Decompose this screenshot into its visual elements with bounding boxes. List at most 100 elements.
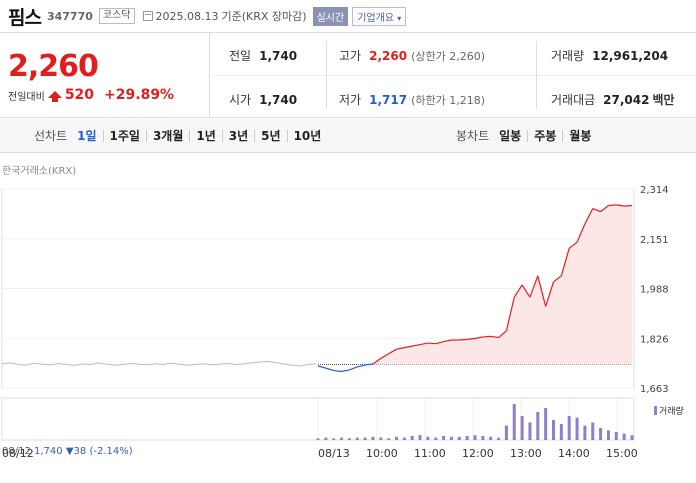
tab-period-3[interactable]: 1년 [196, 129, 216, 143]
volume-bar [520, 416, 524, 440]
volume-bar [434, 437, 438, 440]
today-line-segment [616, 204, 625, 207]
tab-period-6[interactable]: 10년 [293, 129, 322, 143]
volume-bar [324, 437, 328, 440]
prev-day-pct: (-2.14%) [89, 446, 133, 457]
volume-bar [528, 422, 532, 440]
prev-day-change: ▼38 [65, 446, 87, 457]
y-tick-label: 1,663 [640, 384, 669, 395]
volume-bar [442, 436, 446, 440]
volume-bar [575, 417, 579, 440]
tab-period-5[interactable]: 5년 [261, 129, 281, 143]
change-label: 전일대비 [8, 91, 45, 103]
today-line-segment [521, 284, 531, 298]
price-summary: 2,260 전일대비 520 +29.89% 전일 1,740 시가 1,740… [0, 32, 696, 118]
volume-bar [614, 432, 618, 440]
price-change: 전일대비 520 +29.89% [8, 87, 174, 103]
today-line-segment [372, 357, 382, 365]
tab-period-4[interactable]: 3년 [228, 129, 249, 143]
stats-divider [211, 75, 696, 76]
stat-value: 1,740 [259, 93, 298, 107]
volume-bar [355, 437, 359, 440]
stat-value: 27,042 [603, 93, 650, 107]
stat-value: 2,260 [369, 49, 408, 63]
today-line-segment [608, 204, 617, 207]
stock-code: 347770 [46, 9, 93, 23]
volume-bar [371, 436, 375, 440]
stat-amount: 거래대금 27,042 백만 [551, 91, 675, 107]
tab-separator [254, 129, 256, 142]
current-price: 2,260 [8, 49, 99, 84]
y-tick-label: 1,826 [640, 334, 669, 345]
stat-label: 전일 [229, 49, 252, 63]
x-tick-label: 14:00 [558, 447, 590, 460]
tab-separator [562, 129, 564, 142]
volume-bar [332, 438, 336, 440]
today-line-segment [529, 275, 539, 298]
stat-label: 저가 [339, 93, 362, 107]
volume-bar [481, 436, 485, 440]
chart-source: 한국거래소(KRX) [2, 166, 77, 177]
today-line-segment [396, 347, 405, 350]
y-tick-label: 2,151 [640, 235, 669, 246]
today-line-segment [357, 364, 366, 368]
volume-legend-label: 거래량 [659, 407, 684, 417]
company-info-dropdown[interactable]: 기업개요 ▾ [352, 6, 407, 26]
stat-label: 거래량 [551, 49, 585, 63]
chevron-down-icon: ▾ [397, 13, 402, 23]
candle-tabs: 봉차트 일봉 주봉 월봉 [456, 127, 591, 144]
today-line-segment [545, 281, 555, 307]
stat-unit: 백만 [652, 93, 675, 107]
stat-label: 시가 [229, 93, 252, 107]
volume-legend: 거래량 [654, 404, 684, 417]
volume-bar [340, 437, 344, 440]
tab-candle-2[interactable]: 월봉 [569, 129, 592, 143]
tab-candle-0[interactable]: 일봉 [499, 129, 522, 143]
today-line-segment [560, 248, 570, 276]
today-line-segment [341, 369, 350, 373]
stat-value: 12,961,204 [592, 49, 669, 63]
today-line-segment [600, 205, 609, 213]
today-line-segment [624, 204, 633, 207]
tab-separator [189, 129, 191, 142]
stats-divider [326, 41, 327, 109]
volume-bar [591, 422, 595, 440]
today-line-segment [459, 338, 468, 341]
y-tick-label: 2,314 [640, 185, 669, 196]
tab-period-1[interactable]: 1주일 [109, 129, 140, 143]
volume-bar [504, 425, 508, 440]
stat-prev-close: 전일 1,740 [229, 47, 297, 63]
price-stats: 전일 1,740 시가 1,740 고가 2,260 (상한가 2,260) 저… [211, 33, 696, 117]
gain-area [318, 204, 632, 365]
volume-bar [316, 438, 320, 440]
today-line-segment [435, 340, 444, 345]
tab-period-0[interactable]: 1일 [77, 129, 97, 143]
today-line-segment [365, 363, 374, 366]
tab-candle-1[interactable]: 주봉 [534, 129, 557, 143]
stats-divider [536, 41, 537, 109]
volume-bar [622, 433, 626, 440]
tab-separator [221, 129, 223, 142]
volume-bar [449, 436, 453, 440]
stat-open: 시가 1,740 [229, 91, 297, 107]
tab-period-2[interactable]: 3개월 [152, 129, 184, 143]
volume-bar [402, 437, 406, 440]
company-info-label: 기업개요 [357, 12, 394, 24]
today-line-segment [388, 348, 397, 355]
x-tick-label: 15:00 [606, 447, 638, 460]
volume-bar [418, 435, 422, 440]
volume-bar [497, 437, 501, 440]
volume-bar [347, 438, 351, 440]
today-line-segment [553, 275, 562, 283]
candle-chart-label: 봉차트 [456, 129, 490, 143]
today-line-segment [537, 275, 547, 307]
today-line-segment [584, 208, 594, 225]
basis-label: 기준(KRX 장마감) [221, 10, 307, 23]
up-arrow-icon [47, 90, 62, 102]
today-line-segment [427, 342, 436, 345]
realtime-button[interactable]: 실시간 [312, 6, 349, 26]
today-line-segment [482, 335, 491, 338]
x-tick-label: 08/13 [318, 447, 350, 460]
volume-bar [606, 430, 610, 440]
prev-day-close: 1,740 [34, 446, 63, 457]
